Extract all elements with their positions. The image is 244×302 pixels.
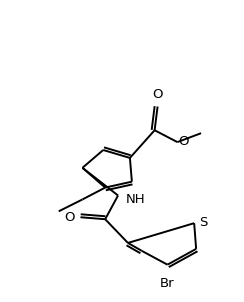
Text: NH: NH (126, 193, 146, 206)
Text: S: S (199, 216, 207, 229)
Text: O: O (152, 88, 163, 101)
Text: Br: Br (160, 277, 175, 290)
Text: O: O (64, 211, 75, 224)
Text: O: O (178, 135, 189, 148)
